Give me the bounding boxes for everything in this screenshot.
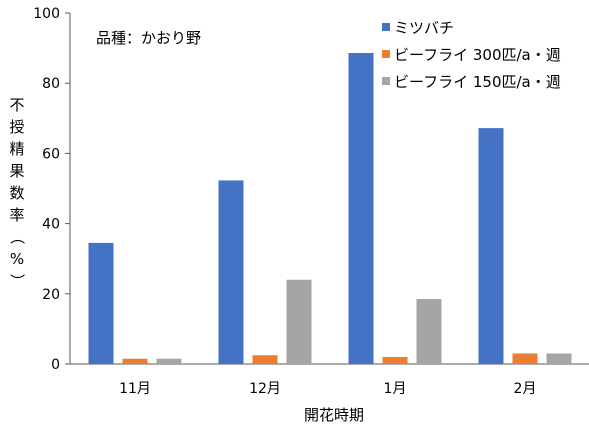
x-axis: 11月 12月 1月 2月	[70, 363, 589, 397]
y-tick-label: 40	[42, 217, 60, 233]
bar	[286, 279, 312, 364]
y-axis-title-char: 不	[9, 96, 24, 114]
y-tick-label: 100	[33, 6, 60, 22]
bar	[156, 358, 182, 364]
y-axis-title-char: 果	[9, 162, 24, 180]
y-axis-title-char: ）	[8, 273, 26, 288]
legend-label: ビーフライ 300匹/a・週	[394, 46, 561, 64]
y-tick-label: 0	[51, 357, 60, 373]
bar	[478, 128, 504, 364]
bar	[122, 358, 148, 364]
y-tick-label: 20	[42, 287, 60, 303]
x-tick-label: 12月	[249, 381, 281, 397]
bar	[416, 299, 442, 364]
y-axis-title-char: 数	[9, 184, 24, 202]
y-axis-title-char: 授	[9, 118, 24, 136]
x-tick-label: 11月	[119, 381, 151, 397]
y-axis-title-char: 精	[9, 140, 24, 158]
bars	[88, 53, 572, 364]
x-tick-label: 1月	[384, 381, 407, 397]
y-axis-title-char: %	[10, 250, 24, 268]
legend-label: ミツバチ	[394, 19, 454, 37]
bar	[512, 353, 538, 364]
bar	[546, 353, 572, 364]
legend-swatch	[382, 23, 390, 31]
x-tick-label: 2月	[514, 381, 537, 397]
bar	[382, 356, 408, 364]
variety-annotation: 品種：かおり野	[96, 29, 201, 47]
bar	[348, 53, 374, 364]
x-axis-title: 開花時期	[304, 406, 364, 424]
y-tick-label: 60	[42, 146, 60, 162]
y-tick-label: 80	[42, 76, 60, 92]
y-axis-title-char: （	[8, 229, 26, 244]
legend-swatch	[382, 77, 390, 85]
legend-swatch	[382, 50, 390, 58]
bar	[218, 180, 244, 364]
bar	[88, 242, 114, 364]
legend-label: ビーフライ 150匹/a・週	[394, 73, 561, 91]
bar	[252, 355, 278, 364]
y-axis: 0 20 40 60 80 100	[33, 6, 71, 373]
y-axis-title-char: 率	[9, 206, 24, 224]
